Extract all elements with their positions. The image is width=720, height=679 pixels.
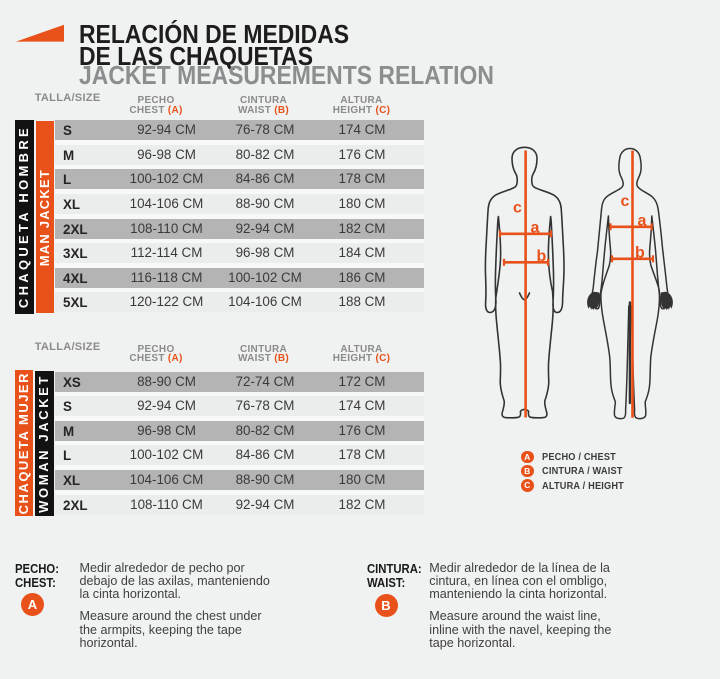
svg-text:a: a xyxy=(531,220,540,237)
svg-text:c: c xyxy=(513,199,522,216)
svg-text:a: a xyxy=(638,213,647,230)
svg-text:c: c xyxy=(621,193,630,210)
svg-text:b: b xyxy=(635,245,645,262)
svg-text:b: b xyxy=(537,248,547,265)
